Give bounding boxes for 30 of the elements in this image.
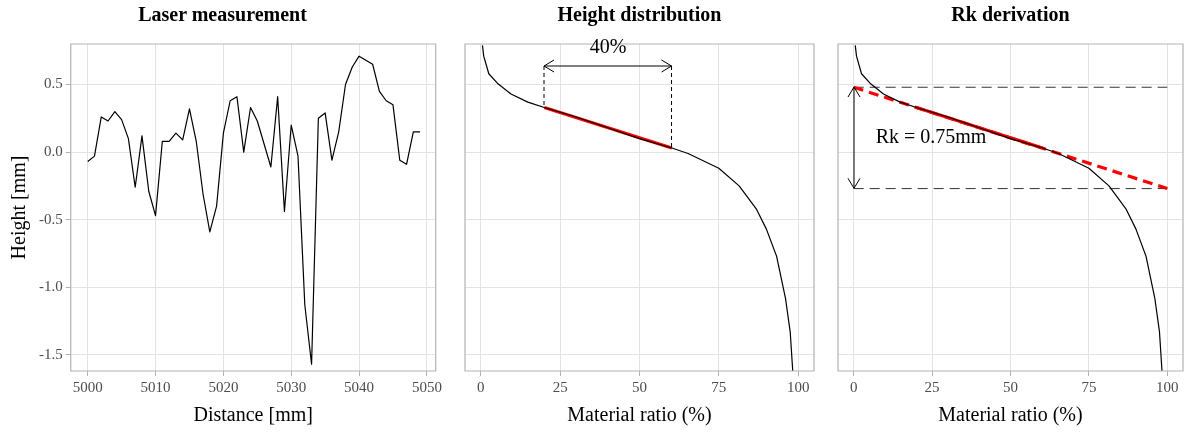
x-tick-label: 5010 xyxy=(140,378,171,395)
x-tick-label: 0 xyxy=(849,378,858,395)
annotation: Rk = 0.75mm xyxy=(875,125,987,148)
x-tick-label: 5030 xyxy=(276,378,307,395)
x-axis-title: Distance [mm] xyxy=(193,403,313,426)
x-tick-label: 25 xyxy=(552,378,568,395)
y-tick-label: -0.5 xyxy=(39,210,63,227)
chart-title: Rk derivation xyxy=(951,3,1070,26)
chart-title: Height distribution xyxy=(557,3,722,27)
x-tick-label: 5020 xyxy=(208,378,239,395)
y-axis-title: Height [mm] xyxy=(7,155,31,260)
x-tick-label: 5050 xyxy=(411,378,442,395)
x-axis-title: Material ratio (%) xyxy=(567,403,712,427)
x-axis-title: Material ratio (%) xyxy=(938,403,1083,427)
x-tick-label: 75 xyxy=(1081,378,1097,395)
x-tick-label: 50 xyxy=(1003,378,1018,395)
x-tick-label: 25 xyxy=(924,378,940,395)
x-tick-label: 100 xyxy=(1156,378,1179,395)
y-tick-label: -1.5 xyxy=(39,345,63,362)
chart-title: Laser measurement xyxy=(138,3,308,26)
y-tick-label: 0.0 xyxy=(44,143,63,160)
x-tick-label: 100 xyxy=(786,378,810,395)
x-tick-label: 5040 xyxy=(344,378,375,395)
y-tick-label: 0.5 xyxy=(44,75,63,92)
x-tick-label: 75 xyxy=(711,378,727,395)
y-tick-label: -1.0 xyxy=(39,278,63,295)
x-tick-label: 0 xyxy=(477,378,485,395)
annotation: 40% xyxy=(589,34,627,57)
x-tick-label: 5000 xyxy=(72,378,103,395)
x-tick-label: 50 xyxy=(632,378,647,395)
